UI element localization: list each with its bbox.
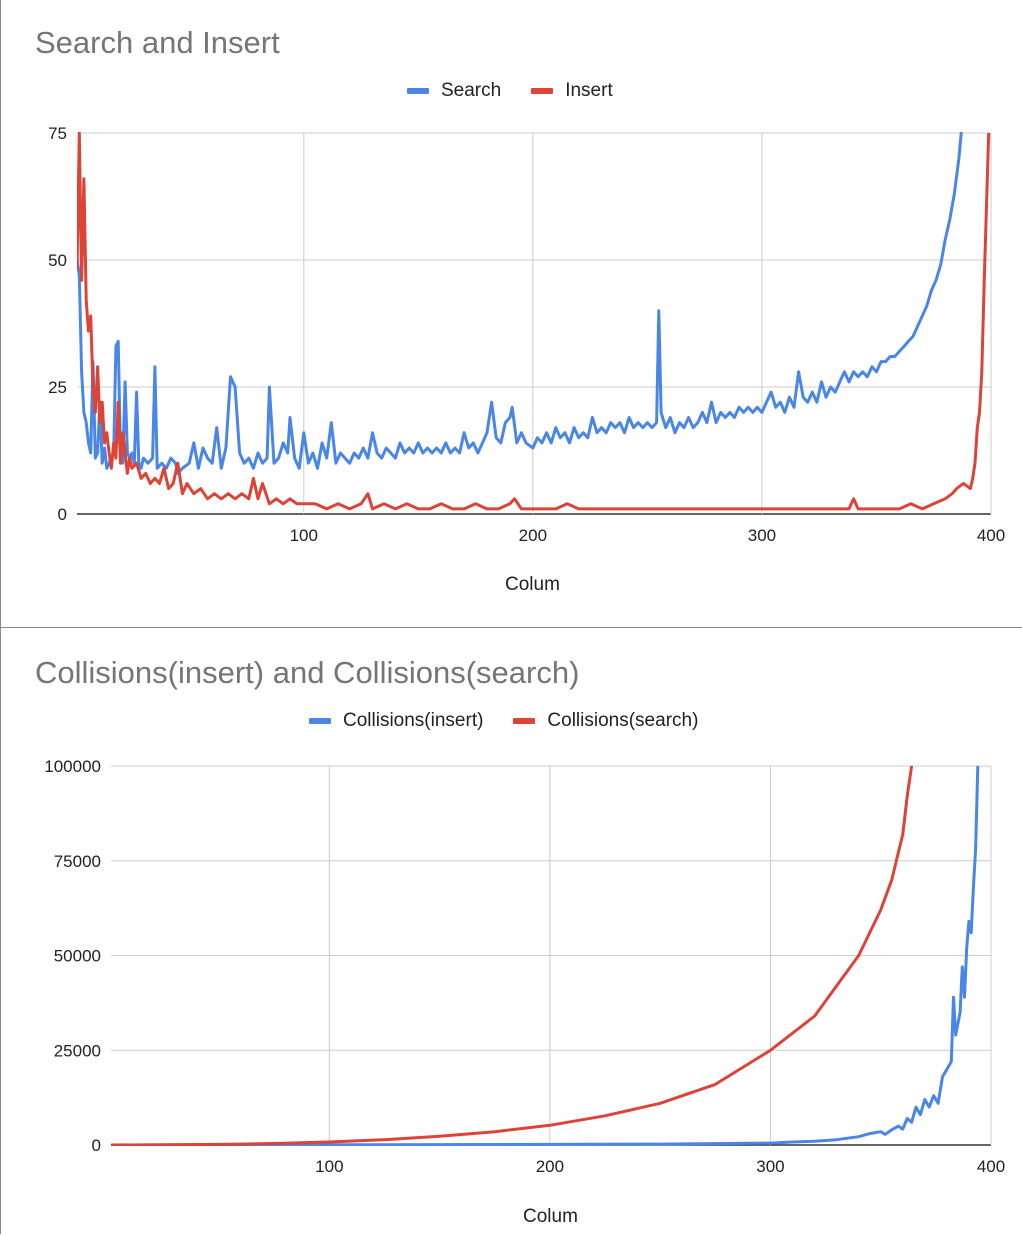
legend-item-insert[interactable]: Insert	[531, 80, 613, 102]
x-tick-label: 100	[315, 1157, 343, 1176]
y-tick-label: 50	[48, 251, 67, 270]
legend-label-collisions-search: Collisions(search)	[547, 710, 699, 731]
x-tick-label: 300	[756, 1157, 784, 1176]
series-line-search[interactable]	[77, 108, 964, 475]
chart-title: Collisions(insert) and Collisions(search…	[35, 655, 580, 690]
x-tick-label: 400	[977, 526, 1005, 545]
legend-swatch-collisions-insert	[309, 718, 331, 724]
y-tick-label: 25000	[54, 1041, 101, 1060]
y-tick-label: 75000	[54, 852, 101, 871]
plot-area: 0 25000 50000 75000 100000 100 200 300 400	[44, 757, 1005, 1176]
y-tick-label: 75	[48, 124, 67, 143]
legend-item-collisions-insert[interactable]: Collisions(insert)	[309, 710, 483, 732]
plot-area: 0 25 50 75 100 200 300 400	[48, 108, 1005, 545]
chart-title: Search and Insert	[35, 25, 280, 60]
x-tick-label: 300	[748, 526, 776, 545]
y-tick-label: 50000	[54, 947, 101, 966]
series-line-insert[interactable]	[77, 132, 991, 511]
legend-item-collisions-search[interactable]: Collisions(search)	[513, 710, 698, 732]
legend[interactable]: Collisions(insert) Collisions(search)	[309, 710, 728, 732]
series-line-collisions-search[interactable]	[111, 765, 914, 1146]
y-tick-label: 25	[48, 378, 67, 397]
legend-label-search: Search	[441, 80, 502, 101]
search-insert-chart: Search and Insert Search Insert 0 25 50 75 1…	[0, 0, 1006, 627]
x-axis-title: Colum	[505, 574, 560, 595]
legend-swatch-insert	[531, 88, 554, 94]
legend-label-insert: Insert	[565, 80, 613, 101]
y-tick-label: 0	[58, 505, 67, 524]
x-tick-label: 200	[536, 1157, 564, 1176]
y-tick-label: 0	[92, 1136, 101, 1155]
collisions-chart: Collisions(insert) and Collisions(search…	[0, 627, 1022, 1234]
x-tick-label: 200	[519, 526, 547, 545]
x-tick-label: 100	[290, 526, 318, 545]
x-axis-title: Colum	[523, 1206, 578, 1227]
series-line-collisions-insert[interactable]	[111, 765, 980, 1146]
legend-swatch-collisions-search	[513, 718, 536, 724]
legend-item-search[interactable]: Search	[407, 80, 501, 102]
legend-label-collisions-insert: Collisions(insert)	[343, 710, 484, 731]
y-tick-label: 100000	[44, 757, 101, 776]
x-tick-label: 400	[977, 1157, 1005, 1176]
legend[interactable]: Search Insert	[407, 80, 643, 102]
legend-swatch-search	[407, 88, 429, 94]
